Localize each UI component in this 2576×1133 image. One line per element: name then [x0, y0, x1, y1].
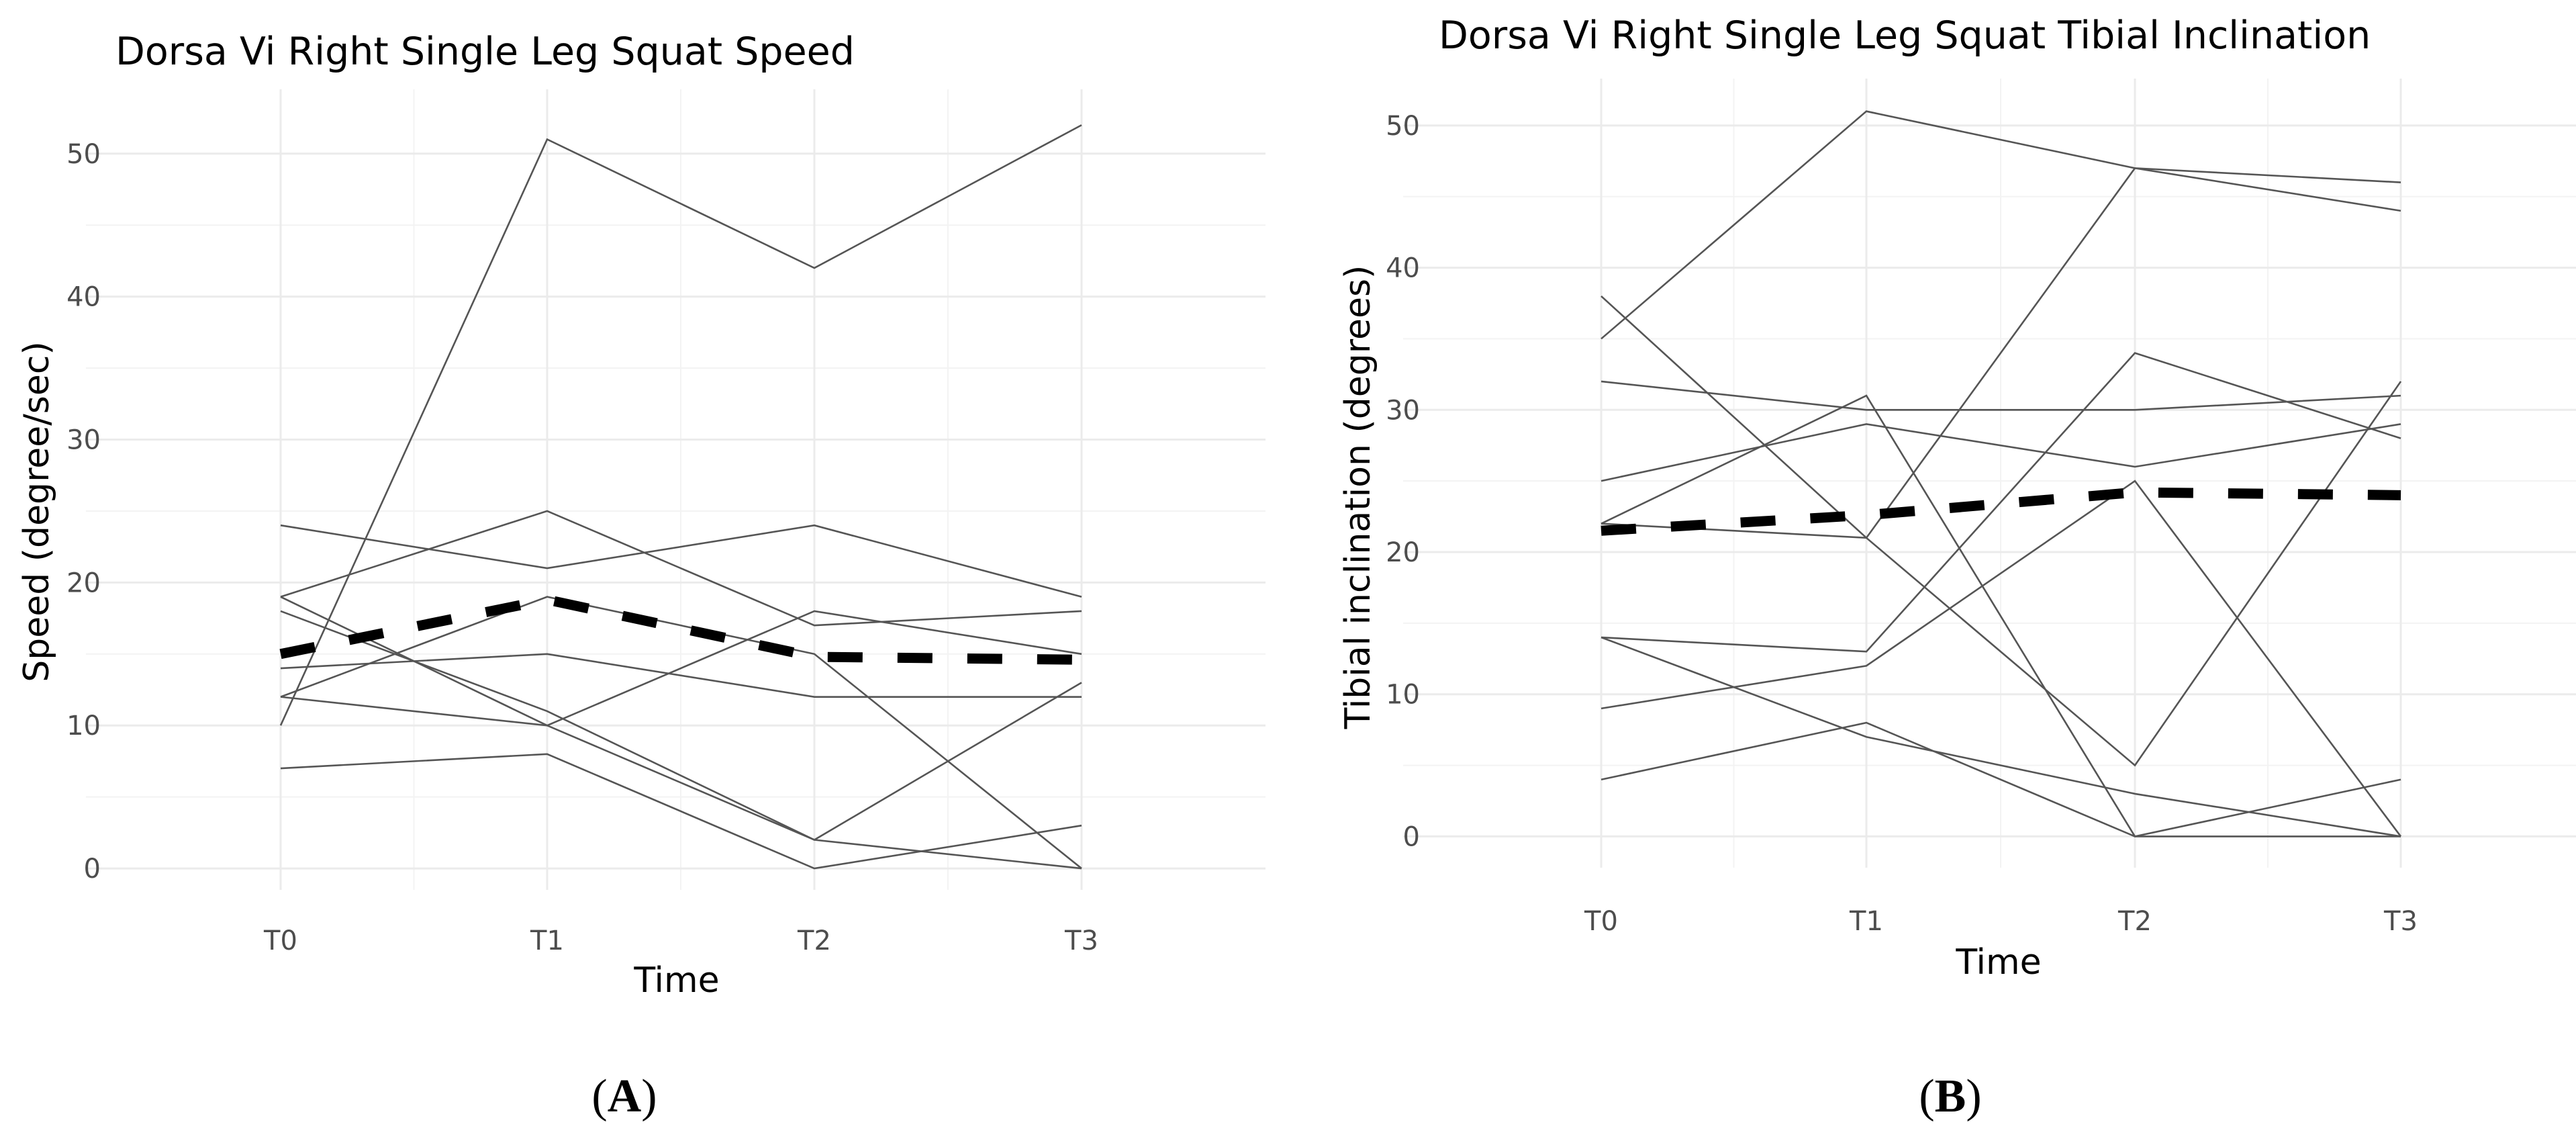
chart-a-x-tick-labels: T0 T1 T2 T3 [263, 925, 1098, 956]
chart-a-subject-line-8 [280, 696, 1082, 870]
chart-a-x-axis-title: Time [633, 960, 719, 1001]
chart-a-subject-line-2 [280, 524, 1082, 598]
chart-b-subject-line-3 [1601, 295, 2402, 767]
chart-b-x-tick-T2: T2 [2117, 906, 2152, 937]
chart-a-y-tick-40: 40 [66, 282, 101, 313]
chart-a-y-tick-50: 50 [66, 139, 101, 170]
chart-b-subject-line-6 [1601, 394, 2401, 837]
chart-a-x-tick-T3: T3 [1064, 925, 1098, 956]
chart-panel-b: 0 10 20 30 40 50 T0 T1 T2 T3 Dorsa Vi Right Sing… [1338, 13, 2576, 1122]
chart-b-x-tick-T1: T1 [1849, 906, 1883, 937]
chart-b-subject-line-10 [1601, 721, 2401, 837]
chart-b-x-tick-T3: T3 [2383, 906, 2418, 937]
chart-b-x-tick-labels: T0 T1 T2 T3 [1584, 906, 2418, 937]
chart-a-subject-line-6 [280, 596, 1082, 870]
chart-b-y-tick-40: 40 [1386, 253, 1420, 284]
chart-b-title: Dorsa Vi Right Single Leg Squat Tibial I… [1439, 13, 2371, 58]
chart-a-y-tick-20: 20 [66, 568, 101, 598]
chart-b-subject-line-5 [1601, 423, 2401, 482]
chart-b-subject-line-7 [1601, 352, 2401, 653]
chart-b-subject-line-2 [1601, 167, 2401, 539]
chart-a-subject-line-9 [280, 753, 1082, 870]
panel-label-b-letter: B [1935, 1071, 1966, 1122]
chart-a-subject-line-1 [279, 124, 1082, 726]
panel-label-a: (A) [591, 1071, 657, 1122]
chart-panel-a: 0 10 20 30 40 50 T0 T1 T2 T3 Dorsa Vi Right Sing… [17, 30, 1266, 1122]
chart-a-y-tick-0: 0 [84, 854, 101, 885]
panel-label-b: (B) [1919, 1071, 1981, 1122]
chart-a-gridlines [86, 89, 1266, 890]
chart-a-subject-lines [279, 124, 1082, 870]
chart-b-subject-line-4 [1601, 380, 2401, 411]
chart-b-y-axis-title: Tibial inclination (degrees) [1338, 265, 1378, 730]
chart-a-x-tick-T1: T1 [530, 925, 564, 956]
chart-b-x-axis-title: Time [1955, 942, 2041, 983]
panel-label-a-letter: A [608, 1071, 642, 1122]
chart-a-subject-line-7 [280, 653, 1082, 698]
chart-a-x-tick-T2: T2 [797, 925, 831, 956]
chart-b-subject-lines [1601, 110, 2402, 837]
chart-a-y-tick-labels: 0 10 20 30 40 50 [66, 139, 101, 885]
chart-a-subject-line-3 [280, 510, 1082, 627]
chart-b-x-tick-T0: T0 [1584, 906, 1618, 937]
chart-b-y-tick-50: 50 [1386, 111, 1420, 142]
chart-a-y-tick-30: 30 [66, 425, 101, 456]
chart-b-y-tick-30: 30 [1386, 395, 1420, 426]
chart-b-y-tick-10: 10 [1386, 680, 1420, 711]
chart-b-subject-line-1 [1601, 110, 2401, 340]
chart-a-title: Dorsa Vi Right Single Leg Squat Speed [115, 30, 855, 74]
chart-a-x-tick-T0: T0 [263, 925, 297, 956]
chart-a-y-tick-10: 10 [66, 711, 101, 741]
chart-b-y-tick-0: 0 [1403, 821, 1420, 852]
chart-b-y-tick-20: 20 [1386, 537, 1420, 568]
chart-b-y-tick-labels: 0 10 20 30 40 50 [1386, 111, 1420, 853]
chart-b-subject-line-9 [1601, 480, 2402, 837]
chart-a-y-axis-title: Speed (degree/sec) [17, 341, 57, 682]
